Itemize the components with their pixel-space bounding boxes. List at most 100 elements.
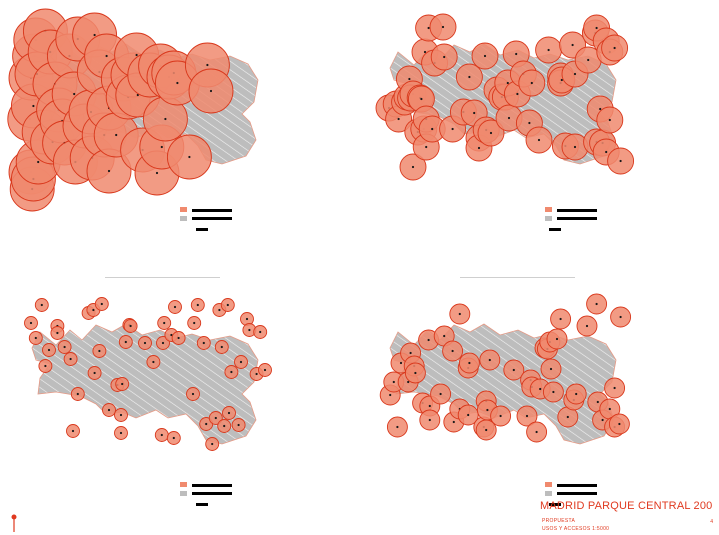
access-point-dot — [93, 33, 96, 37]
access-point-dot — [596, 400, 599, 404]
access-point-dot — [115, 133, 118, 137]
access-point-dot — [427, 26, 430, 30]
legend-line — [557, 209, 597, 212]
access-point-dot — [239, 360, 243, 364]
access-point-dot — [439, 392, 442, 396]
legend-swatch-area — [180, 216, 187, 221]
access-point-dot — [427, 338, 430, 342]
access-point-dot — [129, 324, 132, 328]
access-point-dot — [595, 302, 598, 306]
access-point-dot — [163, 321, 166, 325]
access-point-dot — [619, 315, 622, 319]
access-point-dot — [173, 305, 177, 309]
access-point-dot — [160, 145, 163, 149]
access-point-dot — [443, 334, 446, 338]
access-point-dot — [259, 330, 262, 334]
access-point-dot — [559, 317, 562, 321]
legend-swatch-circle — [545, 482, 552, 487]
legend-swatch-circle — [180, 482, 187, 487]
access-point-dot — [483, 54, 487, 58]
legend-swatch-area — [545, 216, 552, 221]
access-point-dot — [507, 116, 511, 120]
legend-line — [557, 492, 597, 495]
access-point-dot — [516, 92, 519, 96]
access-point-dot — [100, 302, 103, 306]
legend-swatch-circle — [180, 207, 187, 212]
map-panel-top-left — [7, 8, 310, 240]
access-point-dot — [172, 436, 175, 440]
access-point-dot — [468, 361, 471, 365]
access-point-dot — [56, 331, 59, 335]
project-title: MADRID PARQUE CENTRAL 200 — [540, 500, 713, 512]
access-point-dot — [107, 169, 111, 173]
access-point-dot — [119, 413, 123, 417]
access-point-dot — [193, 321, 196, 325]
map-panel-top-right — [368, 10, 668, 240]
access-point-dot — [223, 424, 226, 428]
legend-line — [196, 228, 208, 231]
access-point-dot — [119, 431, 123, 435]
access-point-dot — [397, 117, 400, 121]
access-point-dot — [595, 26, 598, 30]
access-point-dot — [237, 423, 240, 427]
access-point-dot — [573, 72, 577, 76]
access-point-dot — [105, 54, 108, 58]
access-point-dot — [218, 308, 221, 312]
access-point-dot — [515, 52, 518, 56]
access-point-dot — [499, 414, 502, 418]
access-point-dot — [196, 303, 199, 307]
legend-line — [557, 484, 597, 487]
access-point-dot — [152, 360, 155, 364]
legend-line — [196, 503, 208, 506]
access-point-dot — [488, 358, 491, 362]
access-point-dot — [399, 361, 403, 365]
access-point-dot — [560, 78, 563, 82]
access-point-dot — [206, 63, 209, 67]
access-point-dot — [549, 367, 553, 371]
access-point-dot — [431, 127, 434, 131]
access-point-dot — [188, 155, 191, 159]
page-number: 4 — [710, 519, 713, 525]
access-point-dot — [451, 349, 454, 353]
access-point-dot — [73, 92, 76, 96]
access-point-dot — [107, 408, 111, 412]
access-point-dot — [245, 317, 249, 321]
access-point-dot — [458, 312, 461, 316]
access-point-dot — [47, 348, 51, 352]
access-point-dot — [135, 53, 138, 57]
access-point-dot — [411, 165, 415, 169]
access-point-dot — [468, 75, 471, 79]
access-point-dot — [191, 392, 195, 396]
access-point-dot — [425, 145, 428, 149]
access-point-dot — [613, 386, 616, 390]
access-point-dot — [555, 337, 559, 341]
legend-swatch-area — [545, 491, 552, 496]
map-panel-bottom-left — [10, 290, 310, 520]
access-point-dot — [40, 303, 43, 307]
access-point-dot — [473, 111, 476, 115]
access-point-dot — [226, 303, 229, 307]
access-point-dot — [587, 58, 590, 62]
access-point-dot — [92, 308, 95, 312]
separator-left — [105, 277, 220, 278]
access-point-dot — [605, 150, 608, 154]
legend-line — [192, 209, 232, 212]
access-point-dot — [409, 351, 412, 355]
access-point-dot — [428, 418, 431, 422]
access-point-dot — [537, 138, 541, 142]
access-point-dot — [571, 43, 574, 47]
access-point-dot — [423, 50, 427, 54]
access-point-dot — [441, 25, 445, 29]
map-top-left — [7, 8, 259, 212]
access-point-dot — [230, 370, 233, 374]
sheet-scale-label: USOS Y ACCESOS 1:5000 — [542, 526, 610, 532]
access-point-dot — [420, 97, 423, 101]
access-point-dot — [552, 390, 555, 394]
access-point-dot — [608, 407, 611, 411]
access-point-dot — [202, 341, 205, 345]
legend-line — [549, 503, 561, 506]
access-point-dot — [489, 131, 493, 135]
sheet-subtitle: PROPUESTA — [542, 518, 576, 524]
access-point-dot — [414, 371, 417, 375]
access-point-dot — [486, 408, 489, 412]
